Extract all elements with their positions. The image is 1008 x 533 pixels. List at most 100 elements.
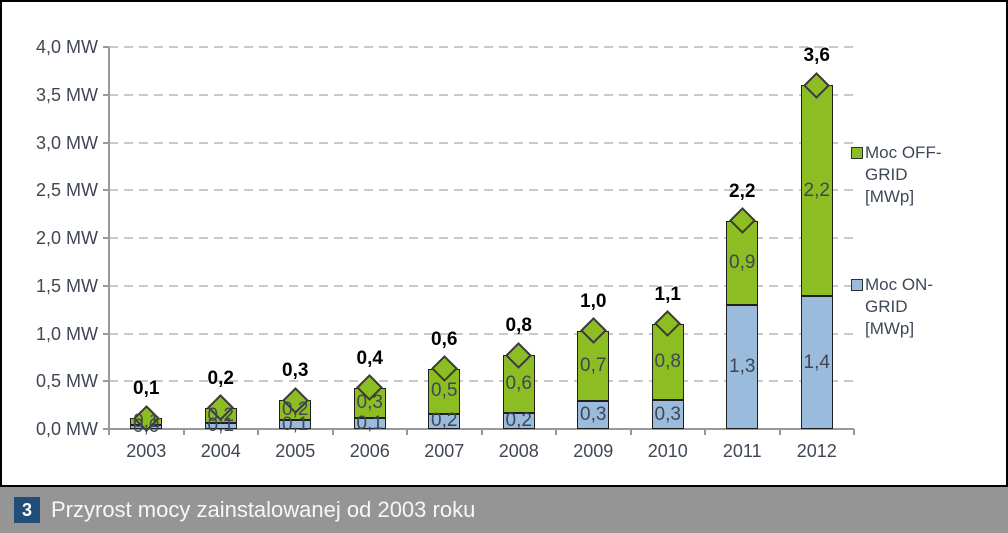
gridline	[109, 189, 854, 192]
segment-value-label: 1,3	[729, 355, 756, 377]
gridline	[109, 93, 854, 96]
y-axis-line	[108, 47, 110, 429]
segment-value-label: 0,0	[133, 416, 160, 438]
bar-segment-on-grid	[577, 401, 610, 429]
y-axis-tick-mark	[103, 380, 109, 383]
total-value-label: 1,0	[580, 290, 607, 312]
x-axis-tick-mark	[480, 429, 483, 435]
x-axis-tick-label: 2009	[573, 441, 614, 461]
gridline	[109, 284, 854, 287]
total-value-label: 3,6	[803, 45, 830, 67]
y-axis-tick-label: 0,0 MW	[35, 419, 98, 439]
y-axis-tick-label: 1,0 MW	[35, 323, 98, 344]
bar-segment-on-grid	[353, 418, 386, 429]
gridline	[109, 380, 854, 383]
x-axis-tick-label: 2012	[796, 441, 837, 461]
legend-entry: Moc OFF-GRID [MWp]	[851, 142, 961, 208]
y-axis-tick-mark	[103, 332, 109, 335]
bar-segment-on-grid	[800, 296, 833, 429]
x-axis-tick-mark	[108, 429, 110, 435]
x-axis-tick-mark	[406, 429, 408, 435]
segment-value-label: 0,9	[729, 251, 756, 273]
y-axis-tick-label: 4,0 MW	[35, 37, 98, 57]
total-value-label: 0,6	[431, 328, 458, 350]
segment-value-label: 0,3	[580, 404, 607, 426]
gridline	[109, 332, 854, 335]
x-axis-tick-mark	[331, 429, 334, 435]
x-axis-tick-mark	[704, 429, 706, 435]
segment-value-label: 1,4	[803, 351, 830, 373]
legend-swatch-icon	[851, 279, 863, 291]
bar-segment-on-grid	[502, 412, 535, 429]
total-value-label: 2,2	[729, 180, 756, 202]
segment-value-label: 0,2	[282, 399, 309, 421]
segment-value-label: 0,7	[580, 354, 607, 376]
x-axis-tick-label: 2006	[349, 441, 390, 461]
x-axis-tick-label: 2010	[647, 441, 688, 461]
y-axis-tick-label: 0,5 MW	[35, 371, 98, 392]
x-axis-tick-mark	[257, 429, 259, 435]
total-value-label: 0,4	[356, 347, 383, 369]
bar-segment-off-grid	[800, 85, 833, 297]
x-axis-tick-label: 2008	[498, 441, 539, 461]
y-axis-tick-mark	[103, 141, 109, 144]
segment-value-label: 0,1	[207, 415, 234, 437]
total-value-label: 1,1	[654, 283, 681, 305]
y-axis-tick-mark	[103, 284, 109, 287]
y-axis-tick-label: 3,0 MW	[35, 132, 98, 153]
x-axis-tick-label: 2005	[275, 441, 316, 461]
x-axis-tick-mark	[778, 429, 781, 435]
x-axis-tick-label: 2007	[424, 441, 465, 461]
total-value-label: 0,3	[282, 360, 309, 382]
figure-number-badge: 3	[14, 497, 40, 523]
chart: 0,0 MW 0,5 MW 1,0 MW 1,5 MW 2,0 MW 2,5 MW 3,0 …	[0, 0, 1008, 487]
bar-segment-on-grid	[279, 420, 312, 429]
gridline	[109, 141, 854, 144]
segment-value-label: 0,3	[356, 392, 383, 414]
legend-entry: Moc ON-GRID [MWp]	[851, 274, 961, 340]
x-axis-line	[103, 428, 854, 430]
bar-segment-on-grid	[204, 423, 237, 429]
y-axis-tick-mark	[103, 237, 109, 239]
x-axis-tick-mark	[182, 429, 185, 435]
x-axis-tick-label: 2003	[126, 441, 167, 461]
y-axis-tick-mark	[103, 189, 109, 192]
figure-caption-title: Przyrost mocy zainstalowanej od 2003 rok…	[51, 497, 476, 522]
segment-value-label: 0,3	[654, 403, 681, 425]
plot-area: 0,0 MW 0,5 MW 1,0 MW 1,5 MW 2,0 MW 2,5 MW 3,0 …	[2, 2, 1006, 485]
segment-value-label: 2,2	[803, 179, 830, 201]
legend-label: Moc ON-GRID [MWp]	[865, 275, 933, 338]
caption-bar: 3 Przyrost mocy zainstalowanej od 2003 r…	[0, 487, 1008, 533]
legend-label: Moc OFF-GRID [MWp]	[865, 143, 942, 206]
total-value-label: 0,2	[207, 367, 234, 389]
x-axis-tick-mark	[555, 429, 557, 435]
segment-value-label: 0,1	[133, 410, 160, 432]
bar-segment-off-grid	[577, 330, 610, 402]
y-axis-tick-label: 3,5 MW	[35, 84, 98, 105]
segment-value-label: 0,1	[282, 413, 309, 435]
segment-value-label: 0,6	[505, 373, 532, 395]
x-axis-tick-mark	[853, 429, 855, 435]
y-axis-tick-mark	[103, 46, 109, 48]
y-axis-tick-label: 2,0 MW	[35, 228, 98, 248]
segment-value-label: 0,2	[207, 404, 234, 426]
legend-swatch-icon	[851, 147, 863, 159]
segment-value-label: 0,8	[654, 351, 681, 373]
y-axis-tick-label: 1,5 MW	[35, 275, 98, 296]
x-axis-tick-label: 2004	[200, 441, 241, 461]
x-axis-tick-label: 2011	[722, 441, 762, 461]
segment-value-label: 0,1	[356, 412, 383, 434]
bar-segment-on-grid	[651, 400, 684, 429]
x-axis-tick-mark	[629, 429, 632, 435]
segment-value-label: 0,2	[505, 409, 532, 431]
y-axis-tick-mark	[103, 93, 109, 96]
segment-value-label: 0,5	[431, 380, 458, 402]
bar-segment-on-grid	[726, 304, 759, 429]
total-value-label: 0,8	[505, 315, 532, 337]
total-value-label: 0,1	[133, 378, 160, 400]
gridline	[109, 237, 854, 239]
segment-value-label: 0,2	[431, 410, 458, 432]
bar-segment-on-grid	[428, 413, 461, 429]
gridline	[109, 46, 854, 48]
y-axis-tick-label: 2,5 MW	[35, 180, 98, 201]
